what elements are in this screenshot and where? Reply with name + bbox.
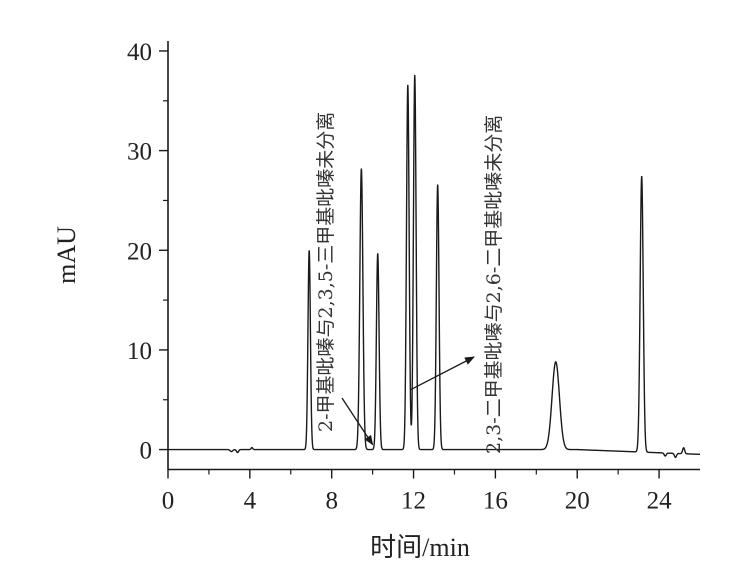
x-tick-label: 8 bbox=[325, 488, 338, 515]
y-tick-label: 10 bbox=[127, 338, 152, 365]
x-axis-label: 时间/min bbox=[370, 533, 470, 562]
annotation-arrow-1 bbox=[341, 397, 374, 446]
x-tick-label: 24 bbox=[647, 488, 673, 515]
annotation-label-2: 2,3-二甲基吡嗪与2,6-二甲基吡嗪未分离 bbox=[483, 115, 505, 454]
y-tick-label: 20 bbox=[127, 238, 152, 265]
annotation-label-1: 2-甲基吡嗪与2,3,5-三甲基吡嗪未分离 bbox=[315, 112, 337, 432]
y-axis-label: mAU bbox=[52, 226, 81, 284]
x-tick-label: 0 bbox=[162, 488, 175, 515]
y-tick-label: 0 bbox=[140, 438, 153, 465]
chromatogram-trace bbox=[168, 74, 700, 459]
y-tick-label: 30 bbox=[127, 139, 152, 166]
annotations: 2-甲基吡嗪与2,3,5-三甲基吡嗪未分离 2,3-二甲基吡嗪与2,6-二甲基吡嗪… bbox=[315, 112, 505, 454]
y-tick-label: 40 bbox=[127, 39, 152, 66]
axes: 0 4 8 12 16 20 24 0 10 20 30 40 bbox=[127, 39, 700, 515]
x-tick-label: 16 bbox=[483, 488, 508, 515]
x-tick-label: 4 bbox=[244, 488, 257, 515]
annotation-arrow-2 bbox=[410, 356, 475, 391]
x-tick-label: 20 bbox=[565, 488, 590, 515]
x-tick-label: 12 bbox=[401, 488, 426, 515]
